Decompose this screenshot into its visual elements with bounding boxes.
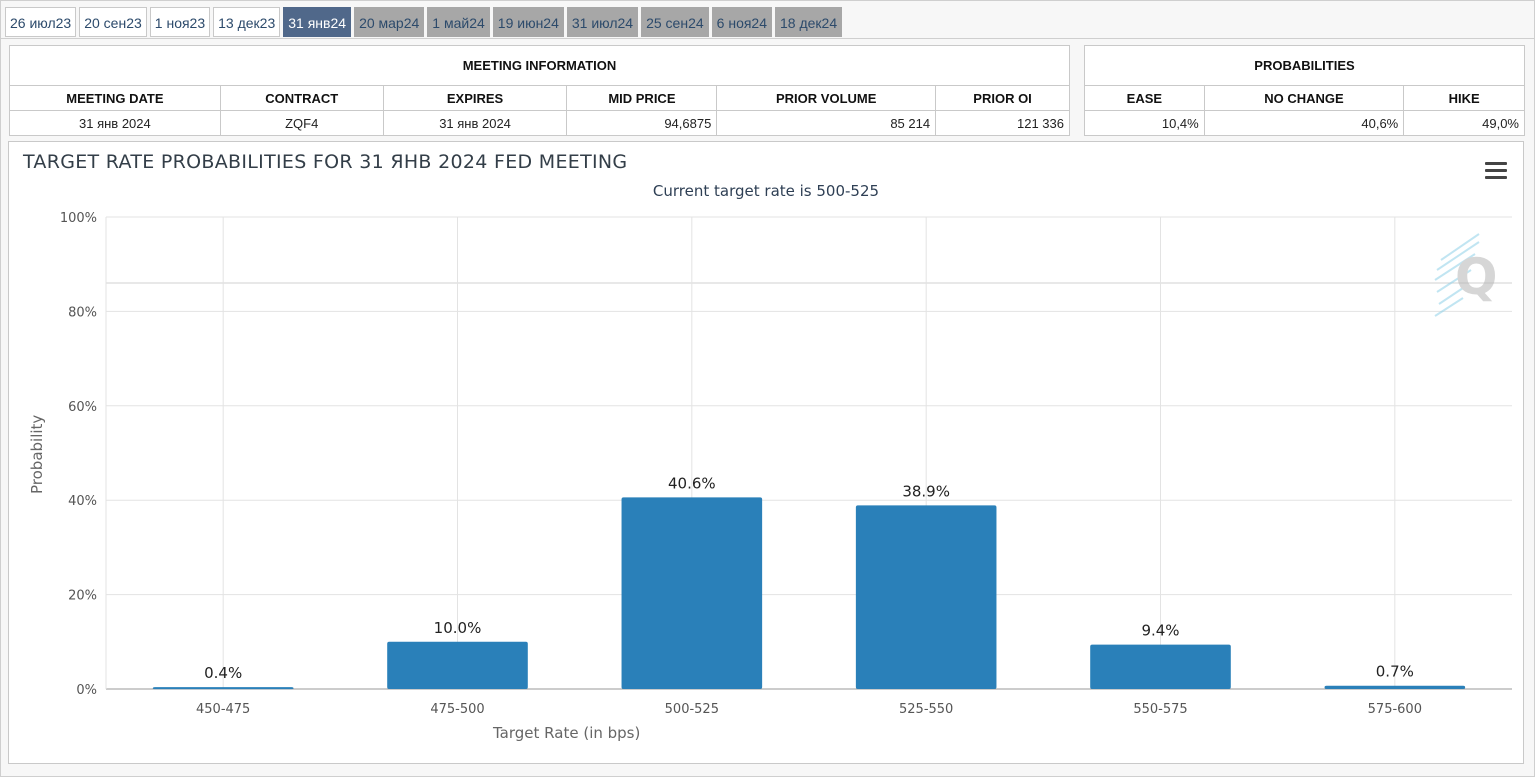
data-label: 40.6% (668, 474, 716, 492)
hamburger-menu-icon[interactable] (1485, 162, 1507, 180)
data-label: 9.4% (1141, 622, 1179, 640)
x-tick-label: 450-475 (196, 702, 250, 717)
x-tick-label: 525-550 (899, 702, 953, 717)
data-label: 0.4% (204, 664, 242, 682)
data-label: 10.0% (434, 619, 482, 637)
tab-meeting-date[interactable]: 31 июл24 (566, 7, 639, 37)
tab-meeting-date[interactable]: 6 ноя24 (711, 7, 773, 37)
contract-value: ZQF4 (219, 110, 384, 136)
tab-meeting-date[interactable]: 18 дек24 (775, 7, 843, 37)
ease-value: 10,4% (1084, 110, 1205, 136)
tab-meeting-date[interactable]: 13 дек23 (213, 7, 281, 37)
header-prior-volume: PRIOR VOLUME (716, 85, 937, 111)
y-tick-label: 0% (76, 683, 97, 698)
header-contract: CONTRACT (219, 85, 384, 111)
probabilities-title: PROBABILITIES (1084, 45, 1525, 86)
y-tick-label: 60% (68, 400, 97, 415)
tab-meeting-date[interactable]: 31 янв24 (283, 7, 352, 37)
tab-meeting-date[interactable]: 1 май24 (427, 7, 490, 37)
y-axis-title: Probability (28, 415, 46, 494)
probabilities-table: PROBABILITIES EASE NO CHANGE HIKE 10,4% … (1084, 45, 1525, 136)
prior-volume-value: 85 214 (716, 110, 937, 136)
x-axis-title: Target Rate (in bps) (492, 724, 640, 742)
bar-475-500[interactable] (387, 641, 528, 689)
y-tick-label: 80% (68, 305, 97, 320)
svg-text:Q: Q (1455, 248, 1498, 306)
chart-plot: Q 0.4% 10.0% 40.6% 38.9% 9.4% 0.7% 450-475 475… (28, 211, 1512, 742)
header-ease: EASE (1084, 85, 1205, 111)
bar-575-600[interactable] (1324, 685, 1466, 689)
y-tick-label: 100% (60, 211, 97, 226)
bar-500-525[interactable] (621, 497, 763, 689)
chart-data-labels: 0.4% 10.0% 40.6% 38.9% 9.4% 0.7% (204, 474, 1414, 682)
header-hike: HIKE (1403, 85, 1525, 111)
mid-price-value: 94,6875 (566, 110, 718, 136)
probability-chart: TARGET RATE PROBABILITIES FOR 31 ЯНВ 202… (8, 141, 1524, 764)
meeting-date-value: 31 янв 2024 (9, 110, 221, 136)
expires-value: 31 янв 2024 (382, 110, 568, 136)
bar-550-575[interactable] (1090, 644, 1231, 689)
meeting-date-tabs: 26 июл23 20 сен23 1 ноя23 13 дек23 31 янв24 2… (5, 7, 843, 39)
chart-title: TARGET RATE PROBABILITIES FOR 31 ЯНВ 202… (23, 151, 628, 173)
data-label: 0.7% (1376, 663, 1414, 681)
y-tick-labels: 0% 20% 40% 60% 80% 100% (60, 211, 97, 698)
hike-value: 49,0% (1403, 110, 1525, 136)
y-tick-label: 40% (68, 494, 97, 509)
header-expires: EXPIRES (382, 85, 568, 111)
meeting-info-title: MEETING INFORMATION (9, 45, 1070, 86)
meeting-info-table: MEETING INFORMATION MEETING DATE CONTRAC… (9, 45, 1070, 136)
header-no-change: NO CHANGE (1203, 85, 1405, 111)
tab-meeting-date[interactable]: 25 сен24 (641, 7, 709, 37)
x-tick-label: 475-500 (430, 702, 484, 717)
chart-grid (105, 216, 1512, 690)
header-mid-price: MID PRICE (566, 85, 718, 111)
x-tick-label: 550-575 (1133, 702, 1187, 717)
prior-oi-value: 121 336 (935, 110, 1070, 136)
header-meeting-date: MEETING DATE (9, 85, 221, 111)
tab-meeting-date[interactable]: 1 ноя23 (149, 7, 211, 37)
x-tick-label: 500-525 (665, 702, 719, 717)
q-logo-icon: Q (1434, 233, 1498, 317)
data-label: 38.9% (902, 482, 950, 500)
x-tick-labels: 450-475 475-500 500-525 525-550 550-575 575-6… (196, 702, 1422, 717)
header-prior-oi: PRIOR OI (935, 85, 1070, 111)
bar-525-550[interactable] (855, 505, 997, 689)
y-tick-label: 20% (68, 589, 97, 604)
tab-meeting-date[interactable]: 20 мар24 (354, 7, 425, 37)
tab-meeting-date[interactable]: 26 июл23 (5, 7, 77, 37)
tab-meeting-date[interactable]: 19 июн24 (492, 7, 564, 37)
x-tick-label: 575-600 (1368, 702, 1422, 717)
tab-divider (1, 38, 1534, 39)
no-change-value: 40,6% (1203, 110, 1405, 136)
tab-meeting-date[interactable]: 20 сен23 (79, 7, 147, 37)
bar-450-475[interactable] (152, 687, 294, 690)
chart-bars (152, 497, 1466, 690)
chart-subtitle: Current target rate is 500-525 (652, 182, 880, 200)
